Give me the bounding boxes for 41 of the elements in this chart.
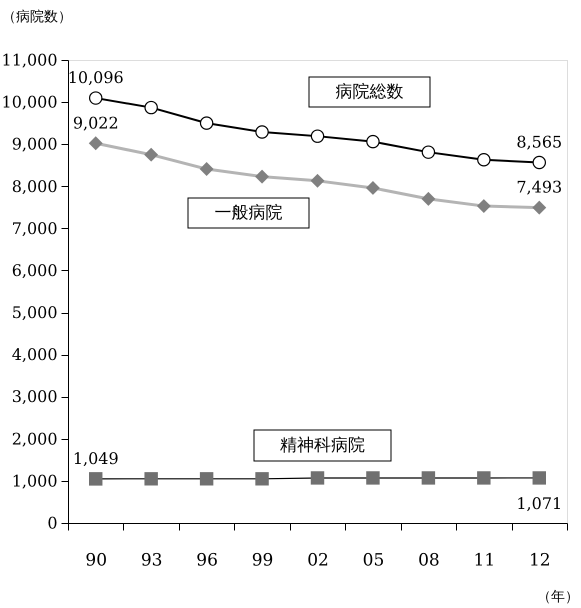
data-label: 1,049 <box>72 448 119 468</box>
y-tick-label: 6,000 <box>12 260 58 280</box>
y-tick-label: 9,000 <box>12 134 58 154</box>
data-label: 1,071 <box>516 494 562 513</box>
point <box>255 125 269 139</box>
x-axis-title: （年） <box>537 589 579 605</box>
series-label: 病院総数 <box>336 82 404 102</box>
x-tick-label: 08 <box>418 550 440 570</box>
point <box>366 134 380 148</box>
data-label: 10,096 <box>68 68 124 88</box>
point <box>310 129 324 143</box>
y-tick-label: 4,000 <box>12 345 58 364</box>
x-tick-label: 11 <box>474 550 496 570</box>
y-tick-label: 10,000 <box>2 92 58 112</box>
x-tick-label: 12 <box>528 550 551 570</box>
point <box>477 153 491 166</box>
x-tick-label: 02 <box>307 550 329 570</box>
y-tick-label: 5,000 <box>12 303 58 322</box>
series-label: 精神科病院 <box>280 436 365 456</box>
y-tick-label: 7,000 <box>12 218 58 238</box>
y-tick-label: 2,000 <box>12 429 58 448</box>
x-tick-label: 90 <box>85 550 108 570</box>
x-tick-label: 96 <box>196 550 218 570</box>
y-tick-label: 3,000 <box>12 387 58 406</box>
point <box>532 156 546 170</box>
y-tick-label: 0 <box>47 514 58 532</box>
y-axis-title: （病院数） <box>2 9 72 25</box>
data-label: 8,565 <box>516 132 562 152</box>
y-tick-label: 8,000 <box>12 176 58 196</box>
x-tick-label: 99 <box>252 550 274 570</box>
x-tick-label: 93 <box>140 550 162 570</box>
y-tick-label: 1,000 <box>12 471 58 490</box>
x-tick-label: 05 <box>362 550 384 570</box>
data-label: 7,493 <box>516 178 562 197</box>
series-label: 一般病院 <box>214 203 282 223</box>
point <box>422 145 436 159</box>
point <box>144 100 158 114</box>
point <box>89 91 102 105</box>
data-label: 9,022 <box>72 113 119 132</box>
point <box>200 116 214 130</box>
y-tick-label: 11,000 <box>2 50 58 70</box>
